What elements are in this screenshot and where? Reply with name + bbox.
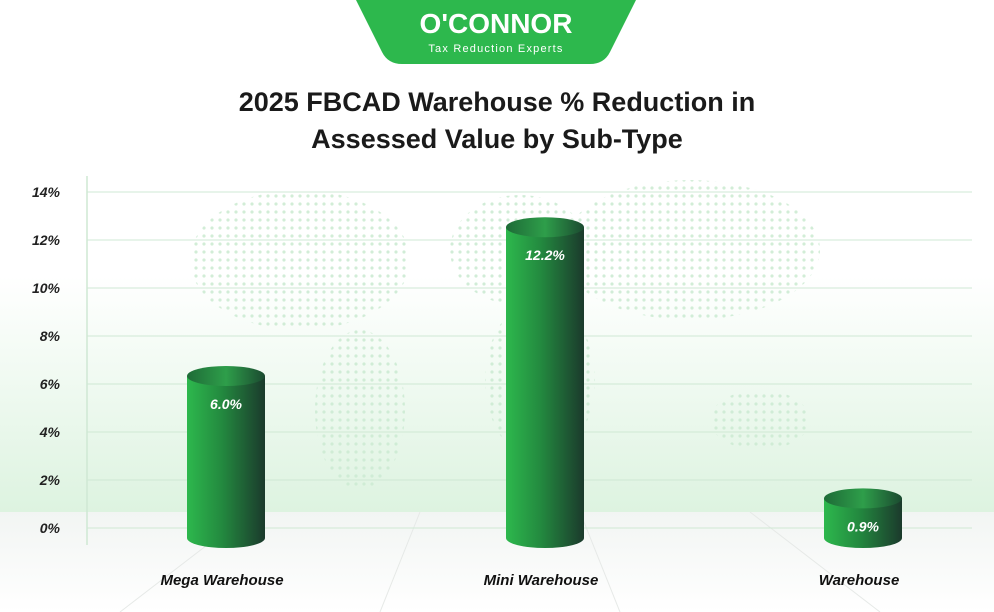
world-map-decoration bbox=[190, 180, 820, 490]
chart-title-line-2: Assessed Value by Sub-Type bbox=[311, 124, 683, 154]
bar-warehouse: 0.9% bbox=[824, 488, 902, 548]
y-tick-label: 0% bbox=[40, 520, 61, 536]
category-label: Warehouse bbox=[819, 572, 900, 589]
bar-top bbox=[824, 488, 902, 509]
bar-body bbox=[824, 498, 902, 548]
logo-tagline: Tax Reduction Experts bbox=[428, 43, 563, 55]
y-tick-label: 2% bbox=[39, 472, 61, 488]
category-label: Mini Warehouse bbox=[484, 572, 599, 589]
y-tick-label: 4% bbox=[39, 424, 61, 440]
bar-body bbox=[187, 376, 265, 548]
category-labels: Mega Warehouse Mini Warehouse Warehouse bbox=[160, 572, 899, 589]
bars: 6.0% 12.2% 0.9% bbox=[187, 217, 902, 548]
chart-title-line-1: 2025 FBCAD Warehouse % Reduction in bbox=[239, 87, 756, 117]
bar-top bbox=[187, 366, 265, 386]
bar-top bbox=[506, 217, 584, 238]
bar-value-label: 0.9% bbox=[847, 518, 879, 534]
y-tick-label: 10% bbox=[32, 280, 61, 296]
category-label: Mega Warehouse bbox=[160, 572, 283, 589]
y-tick-labels: 0% 2% 4% 6% 8% 10% 12% 14% bbox=[32, 184, 61, 536]
bar-value-label: 6.0% bbox=[210, 396, 242, 412]
y-tick-label: 6% bbox=[40, 376, 61, 392]
bar-value-label: 12.2% bbox=[525, 247, 565, 263]
y-tick-label: 12% bbox=[32, 232, 61, 248]
bar-body bbox=[506, 227, 584, 548]
bar-mega-warehouse: 6.0% bbox=[187, 366, 265, 548]
logo-name: O'CONNOR bbox=[420, 8, 573, 39]
y-tick-label: 8% bbox=[40, 328, 61, 344]
logo: O'CONNOR Tax Reduction Experts bbox=[356, 0, 636, 64]
bar-mini-warehouse: 12.2% bbox=[506, 217, 584, 548]
y-tick-label: 14% bbox=[32, 184, 61, 200]
